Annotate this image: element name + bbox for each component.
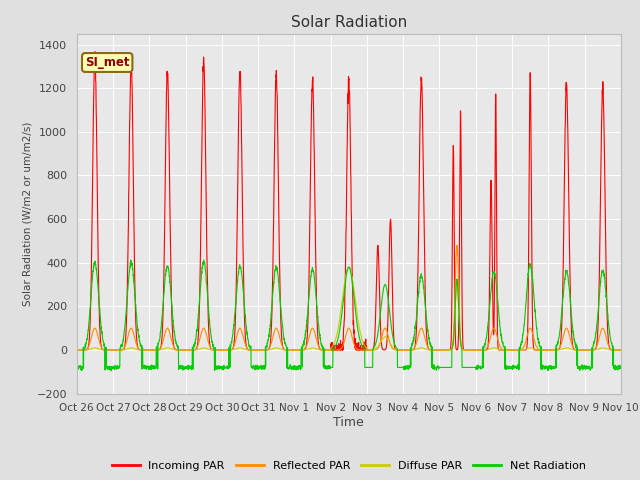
X-axis label: Time: Time — [333, 416, 364, 429]
Net Radiation — [607, 335, 614, 341]
Incoming PAR — [91, 49, 99, 55]
Net Radiation — [305, 288, 313, 294]
Legend: Incoming PAR, Reflected PAR, Diffuse PAR, Net Radiation: Incoming PAR, Reflected PAR, Diffuse PAR… — [108, 457, 590, 476]
Reflected PAR — [282, 347, 289, 352]
Net Radiation — [108, 368, 115, 373]
Line: Incoming PAR: Incoming PAR — [77, 52, 621, 350]
Incoming PAR — [327, 347, 335, 353]
Reflected PAR — [472, 347, 479, 353]
Reflected PAR — [453, 242, 461, 248]
Net Radiation — [200, 257, 207, 263]
Diffuse PAR — [617, 347, 625, 353]
Incoming PAR — [607, 347, 614, 352]
Incoming PAR — [548, 347, 556, 353]
Net Radiation — [135, 333, 143, 338]
Diffuse PAR — [167, 346, 175, 352]
Reflected PAR — [607, 346, 614, 351]
Reflected PAR — [73, 347, 81, 353]
Diffuse PAR — [73, 347, 81, 353]
Reflected PAR — [135, 346, 143, 351]
Diffuse PAR — [282, 347, 289, 353]
Incoming PAR — [282, 347, 289, 353]
Line: Net Radiation: Net Radiation — [77, 260, 621, 371]
Net Radiation — [617, 364, 625, 370]
Incoming PAR — [617, 347, 625, 353]
Line: Reflected PAR: Reflected PAR — [77, 245, 621, 350]
Reflected PAR — [305, 335, 313, 341]
Text: SI_met: SI_met — [85, 56, 129, 69]
Y-axis label: Solar Radiation (W/m2 or um/m2/s): Solar Radiation (W/m2 or um/m2/s) — [22, 121, 33, 306]
Incoming PAR — [168, 292, 175, 298]
Diffuse PAR — [305, 346, 313, 352]
Diffuse PAR — [472, 347, 479, 353]
Net Radiation — [548, 364, 556, 370]
Diffuse PAR — [135, 347, 143, 353]
Reflected PAR — [548, 347, 556, 353]
Incoming PAR — [73, 347, 81, 353]
Net Radiation — [168, 297, 175, 302]
Net Radiation — [73, 365, 81, 371]
Title: Solar Radiation: Solar Radiation — [291, 15, 407, 30]
Diffuse PAR — [548, 347, 556, 353]
Reflected PAR — [617, 347, 625, 353]
Reflected PAR — [167, 336, 175, 341]
Incoming PAR — [135, 347, 143, 352]
Diffuse PAR — [607, 347, 614, 353]
Diffuse PAR — [345, 264, 353, 270]
Net Radiation — [282, 342, 290, 348]
Line: Diffuse PAR: Diffuse PAR — [77, 267, 621, 350]
Incoming PAR — [305, 264, 313, 270]
